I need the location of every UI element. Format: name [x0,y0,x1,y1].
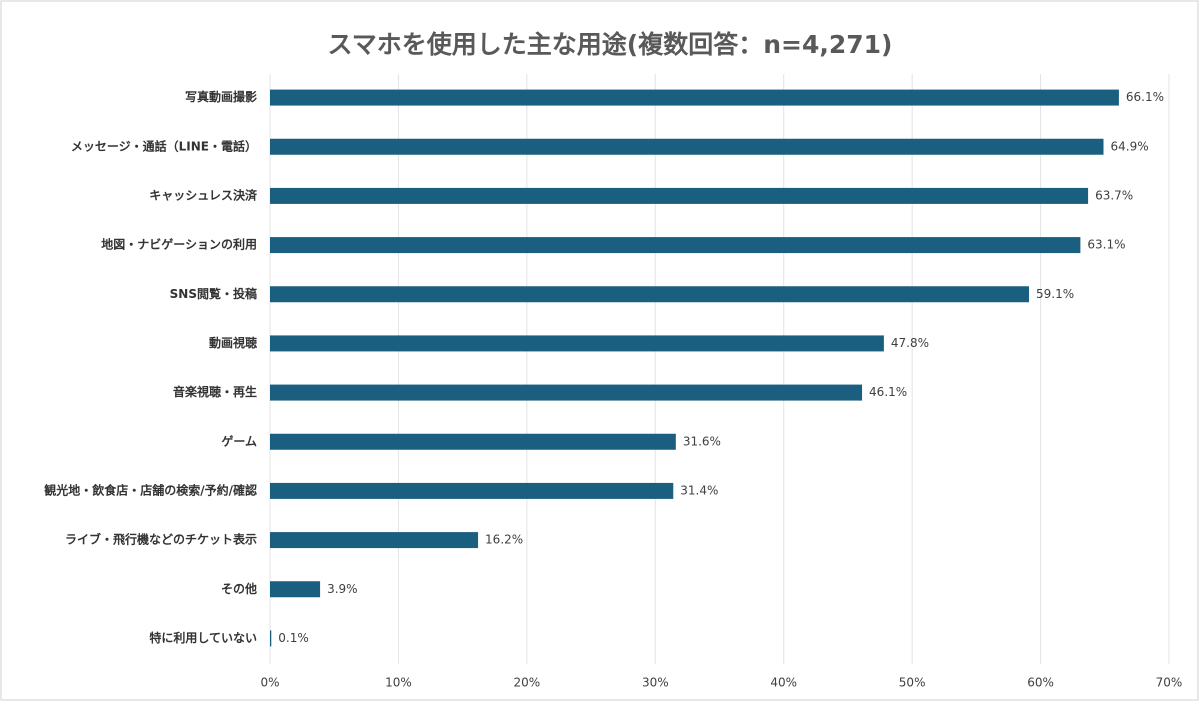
x-tick-label: 10% [385,676,412,690]
bar [270,187,1089,204]
category-label: メッセージ・通話（LINE・電話） [71,138,257,153]
bar [270,581,321,598]
chart-title: スマホを使用した主な用途(複数回答：n=4,271) [328,30,893,59]
bar [270,237,1081,254]
x-tick-label: 60% [1027,676,1054,690]
category-label: ゲーム [221,433,257,448]
x-tick-label: 20% [514,676,541,690]
category-label: 写真動画撮影 [185,89,257,104]
data-label: 64.9% [1111,139,1149,153]
x-tick-label: 0% [260,676,279,690]
category-label: 動画視聴 [209,335,257,350]
x-tick-label: 50% [899,676,926,690]
bar [270,286,1030,303]
x-tick-label: 30% [642,676,669,690]
data-label: 31.6% [683,434,721,448]
bar [270,138,1104,155]
data-label: 46.1% [869,385,907,399]
bar [270,433,676,450]
data-label: 16.2% [485,533,523,547]
data-label: 63.1% [1087,238,1125,252]
data-label: 66.1% [1126,90,1164,104]
category-label: キャッシュレス決済 [149,187,258,202]
data-label: 3.9% [327,582,358,596]
data-label: 47.8% [891,336,929,350]
bar [270,384,863,401]
category-label: ライブ・飛行機などのチケット表示 [65,532,257,547]
bar [270,335,884,352]
bar [270,482,674,499]
category-label: SNS閲覧・投稿 [170,286,257,301]
data-label: 59.1% [1036,287,1074,301]
category-label: その他 [221,581,257,596]
category-label: 音楽視聴・再生 [173,384,257,399]
bar [270,89,1119,106]
bar [270,630,272,647]
category-label: 観光地・飲食店・店舗の検索/予約/確認 [44,482,257,497]
category-label: 特に利用していない [149,630,257,645]
x-tick-label: 40% [770,676,797,690]
bar [270,532,479,549]
data-label: 0.1% [278,631,309,645]
x-tick-label: 70% [1156,676,1183,690]
data-label: 31.4% [680,483,718,497]
category-label: 地図・ナビゲーションの利用 [101,237,257,252]
data-label: 63.7% [1095,188,1133,202]
